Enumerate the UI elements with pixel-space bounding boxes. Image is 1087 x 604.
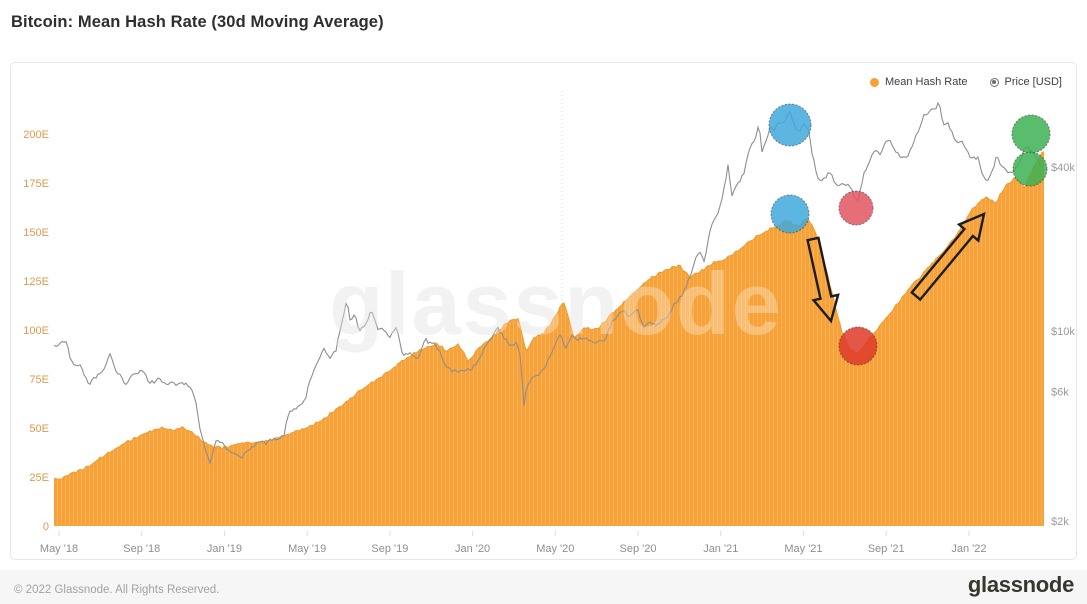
x-tick-label: Sep '20 [620,543,657,555]
x-tick-label: Jan '21 [703,543,738,555]
y-left-tick-label: 125E [23,276,49,288]
y-left-tick-label: 150E [23,227,49,239]
x-tick-label: Sep '21 [868,543,905,555]
y-right-tick-label: $2k [1051,516,1069,528]
annotation-circle-red-trough [838,326,878,366]
y-right-tick-label: $40k [1051,162,1075,174]
chart-legend: Mean Hash Rate Price [USD] [869,76,1062,88]
annotation-circle-red-upper [838,190,874,226]
footer-copyright: © 2022 Glassnode. All Rights Reserved. [14,584,220,596]
price-line [53,101,1045,466]
x-tick-label: Jan '19 [207,543,242,555]
legend-label: Mean Hash Rate [884,76,968,88]
annotation-circle-green-top [1011,114,1051,154]
annotation-circle-green-lower [1012,151,1048,187]
legend-item-mean-hash-rate[interactable]: Mean Hash Rate [869,76,968,88]
hash-rate-dot-icon [869,77,879,87]
x-tick-label: May '19 [288,543,326,555]
x-tick-label: Jan '22 [951,543,986,555]
x-tick-label: Sep '19 [371,543,408,555]
legend-item-price-usd[interactable]: Price [USD] [989,76,1062,88]
y-left-tick-label: 75E [29,374,49,386]
annotation-circle-blue-lower [770,194,810,234]
glassnode-logo[interactable]: glassnode [967,572,1074,597]
chart-card: Mean Hash Rate Price [USD] glassnode glas… [10,62,1077,560]
legend-label: Price [USD] [1004,76,1062,88]
footer-bar [0,570,1087,604]
x-tick-label: Sep '18 [123,543,160,555]
y-right-tick-label: $6k [1051,386,1069,398]
page-title: Bitcoin: Mean Hash Rate (30d Moving Aver… [11,13,384,31]
x-tick-label: Jan '20 [455,543,490,555]
y-left-tick-label: 100E [23,325,49,337]
y-left-tick-label: 175E [23,178,49,190]
hash-rate-area [54,151,1044,526]
x-tick-label: May '20 [536,543,574,555]
y-right-tick-label: $10k [1051,326,1075,338]
y-left-tick-label: 50E [29,423,49,435]
x-tick-label: May '18 [40,543,78,555]
y-left-tick-label: 25E [29,472,49,484]
y-left-tick-label: 200E [23,129,49,141]
down-arrow [806,236,840,324]
annotation-circle-blue-top [768,103,812,147]
svg-text:glassnode: glassnode [329,254,782,353]
chart-canvas[interactable]: glassnodeglassnode025E50E75E100E125E150E… [11,63,1076,559]
up-arrow [910,211,986,302]
price-donut-icon [989,77,999,87]
y-left-tick-label: 0 [43,521,49,533]
x-tick-label: May '21 [784,543,822,555]
